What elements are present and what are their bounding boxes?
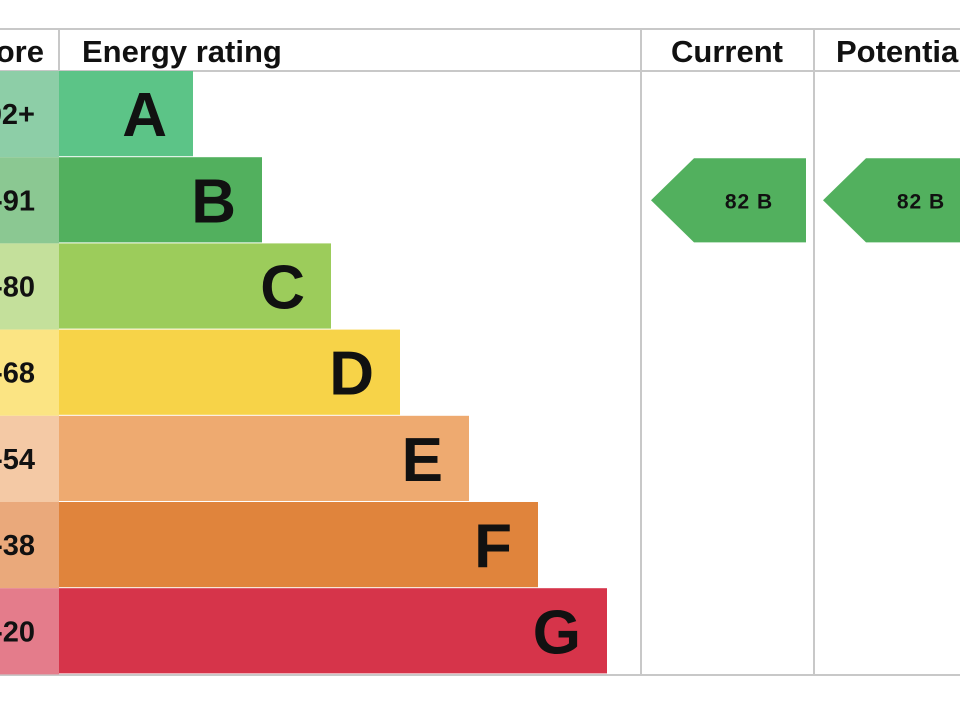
rating-bar-f bbox=[59, 502, 538, 588]
rating-indicators: 82 B 82 B bbox=[651, 158, 960, 243]
rating-letter-b: B bbox=[191, 167, 236, 236]
rating-bar-a bbox=[59, 71, 193, 157]
current-header: Current bbox=[671, 34, 783, 69]
score-range-e: 39-54 bbox=[0, 444, 35, 476]
score-cell-a bbox=[0, 71, 59, 158]
rating-letter-d: D bbox=[329, 340, 374, 409]
rating-bar-b bbox=[59, 157, 262, 243]
energy-rating-header: Energy rating bbox=[82, 34, 282, 69]
score-cell-g bbox=[0, 588, 59, 675]
potential-header: Potential bbox=[836, 34, 960, 69]
rating-bar-g bbox=[59, 588, 607, 674]
rating-bar-e bbox=[59, 415, 469, 501]
rating-letter-c: C bbox=[260, 254, 305, 323]
score-range-d: 55-68 bbox=[0, 358, 35, 390]
rating-bands: 92+ A 81-91 B 69-80 C 55-68 D 39-54 E 21-38 F 1-20 G bbox=[0, 71, 607, 675]
score-cell-b bbox=[0, 157, 59, 244]
score-cell-d bbox=[0, 329, 59, 416]
rating-letter-g: G bbox=[533, 598, 581, 667]
rating-letter-f: F bbox=[474, 512, 512, 581]
rating-bar-d bbox=[59, 329, 400, 415]
rating-letter-e: E bbox=[402, 426, 443, 495]
potential-rating-label: 82 B bbox=[897, 190, 945, 213]
rating-bar-c bbox=[59, 243, 331, 329]
score-cell-e bbox=[0, 415, 59, 502]
rating-letter-a: A bbox=[122, 81, 167, 150]
score-header: Score bbox=[0, 34, 44, 69]
current-rating-label: 82 B bbox=[725, 190, 773, 213]
score-cell-f bbox=[0, 502, 59, 589]
potential-rating-arrow bbox=[823, 158, 960, 243]
score-range-a: 92+ bbox=[0, 99, 35, 131]
score-range-f: 21-38 bbox=[0, 530, 35, 562]
current-rating-arrow bbox=[651, 158, 806, 243]
score-cell-c bbox=[0, 243, 59, 330]
score-range-c: 69-80 bbox=[0, 272, 35, 304]
score-range-g: 1-20 bbox=[0, 616, 35, 648]
score-range-b: 81-91 bbox=[0, 185, 35, 217]
